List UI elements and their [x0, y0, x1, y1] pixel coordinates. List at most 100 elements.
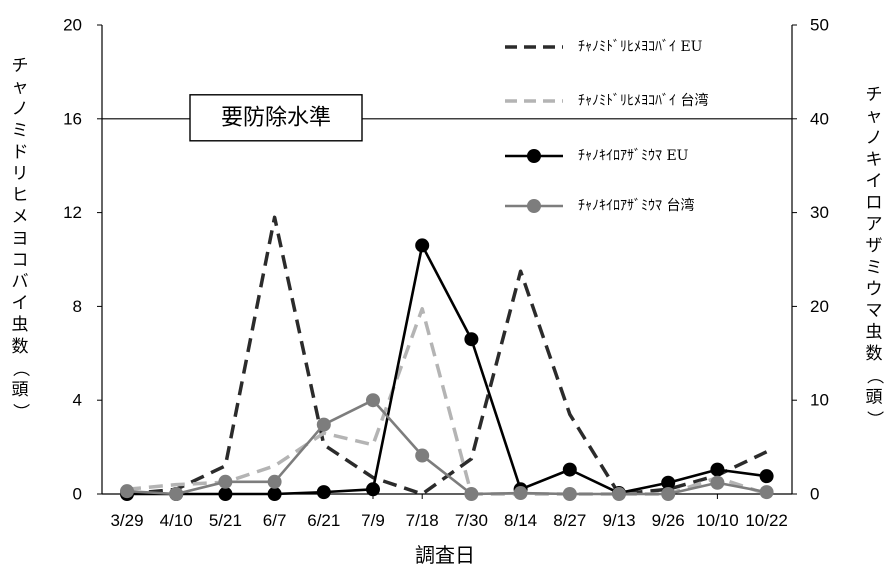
series-4-point: [661, 487, 676, 501]
series-3-point: [562, 462, 577, 477]
axis-title-char: イ: [866, 171, 883, 191]
axis-title-char: キ: [866, 150, 883, 170]
axis-title-char: ザ: [866, 236, 883, 256]
legend-swatch-marker: [527, 199, 541, 213]
series-3-point: [415, 238, 430, 253]
x-tick-label: 4/10: [160, 511, 193, 530]
axis-title-char: マ: [866, 301, 883, 321]
legend: ﾁｬﾉﾐﾄﾞﾘﾋﾒﾖｺﾊﾞｲ EU ﾁｬﾉﾐﾄﾞﾘﾋﾒﾖｺﾊﾞｲ 台湾 ﾁｬﾉｷｲﾛ…: [505, 39, 708, 214]
series-3-point: [759, 469, 774, 484]
axis-title-char: コ: [12, 250, 29, 270]
x-tick-label: 10/22: [745, 511, 788, 530]
threshold-label-box: [189, 94, 363, 142]
series-4-point: [759, 485, 774, 500]
axis-title-char: ヒ: [12, 186, 29, 206]
series-4-point: [316, 417, 331, 432]
axes: 0 4 8 12 16 20 0 10 20 30 40 50 3/29 4/10 5/21 6/7 6/21 7…: [63, 16, 829, 531]
series-4-point: [120, 484, 134, 499]
series-4-point: [562, 487, 577, 501]
axis-title-char: 虫: [12, 315, 29, 335]
axis-title-char: ミ: [12, 121, 29, 141]
axis-title-char: ア: [866, 215, 883, 235]
series-4-point: [218, 474, 233, 489]
threshold-group: 要防除水準: [102, 94, 792, 142]
series-3-point: [661, 475, 676, 490]
series-4-point: [612, 487, 626, 501]
legend-swatch-marker: [527, 149, 541, 163]
axis-title-char: バ: [12, 272, 29, 292]
axis-title-char: ャ: [12, 78, 29, 98]
series-4-point: [415, 448, 430, 463]
series-line-3: [127, 244, 767, 496]
axis-title-char: （: [864, 367, 884, 384]
axis-title-char: 頭: [866, 387, 883, 407]
y-left-tick-label: 16: [63, 109, 82, 128]
series-3-point: [316, 485, 331, 500]
legend-label: ﾁｬﾉﾐﾄﾞﾘﾋﾒﾖｺﾊﾞｲ 台湾: [578, 92, 708, 109]
y-right-tick-label: 10: [810, 391, 829, 410]
legend-label: ﾁｬﾉｷｲﾛｱｻﾞﾐｳﾏ EU: [578, 148, 689, 164]
axis-title-char: イ: [12, 294, 29, 314]
axis-title-char: ノ: [866, 128, 883, 148]
axis-title-char: 虫: [866, 323, 883, 343]
x-tick-label: 5/21: [209, 511, 242, 530]
axis-title-char: ロ: [866, 193, 883, 213]
series-4-point: [513, 486, 528, 501]
axis-title-char: ミ: [866, 258, 883, 278]
threshold-label: 要防除水準: [221, 105, 331, 130]
y-right-tick-label: 0: [810, 485, 819, 504]
axis-title-char: メ: [12, 207, 29, 227]
series-3-point: [710, 462, 725, 477]
series-4-point: [267, 474, 282, 489]
y-left-tick-label: 8: [73, 297, 82, 316]
axis-title-char: 数: [866, 344, 883, 364]
series-3-point: [464, 332, 479, 347]
x-tick-label: 7/9: [361, 511, 385, 530]
axis-title-char: ノ: [12, 99, 29, 119]
series-3-point: [366, 482, 380, 497]
x-tick-label: 6/7: [263, 511, 287, 530]
axis-title-char: 頭: [12, 380, 29, 400]
x-tick-label: 6/21: [307, 511, 340, 530]
legend-label: ﾁｬﾉｷｲﾛｱｻﾞﾐｳﾏ 台湾: [578, 197, 694, 214]
axis-title-char: チ: [866, 85, 883, 105]
axis-title-char: ヨ: [12, 229, 29, 249]
y-left-tick-label: 20: [63, 16, 82, 35]
axis-title-char: （: [10, 360, 30, 377]
x-tick-label: 9/26: [652, 511, 685, 530]
y-left-tick-label: 4: [73, 391, 82, 410]
axis-title-char: ド: [12, 142, 29, 162]
series-line-1: [126, 215, 768, 496]
axis-title-char: ャ: [866, 107, 883, 127]
y-right-tick-label: 20: [810, 297, 829, 316]
axis-title-char: 数: [12, 337, 29, 357]
x-tick-label: 9/13: [602, 511, 635, 530]
x-tick-label: 8/27: [553, 511, 586, 530]
series-group: [120, 215, 774, 501]
axis-title-char: ）: [864, 411, 884, 428]
y-left-tick-label: 12: [63, 203, 82, 222]
series-line-4: [126, 398, 767, 496]
x-tick-label: 8/14: [504, 511, 537, 530]
x-tick-label: 7/30: [455, 511, 488, 530]
y-right-tick-label: 40: [810, 109, 829, 128]
series-3-point: [218, 487, 233, 501]
series-3-point: [267, 487, 282, 501]
x-tick-label: 7/18: [406, 511, 439, 530]
series-4-point: [169, 487, 184, 501]
x-axis-title: 調査日: [415, 543, 475, 567]
y-right-tick-label: 30: [810, 203, 829, 222]
axis-title-char: リ: [12, 164, 29, 184]
series-4-point: [710, 475, 725, 490]
axis-title-char: チ: [12, 56, 29, 76]
x-tick-label: 10/10: [696, 511, 739, 530]
series-4-point: [464, 487, 479, 501]
y-left-tick-label: 0: [73, 485, 82, 504]
series-4-point: [366, 393, 380, 408]
axis-title-char: ウ: [866, 279, 883, 299]
axis-title-char: ）: [10, 403, 30, 420]
